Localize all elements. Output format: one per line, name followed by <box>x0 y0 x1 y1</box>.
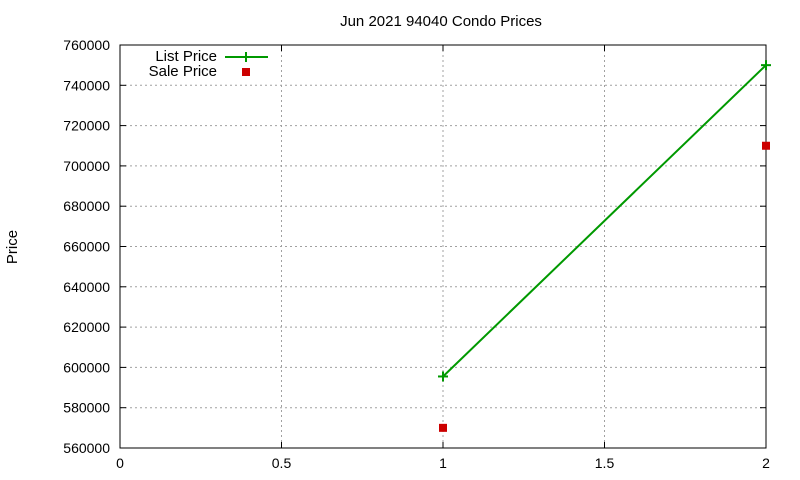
x-tick-label: 1.5 <box>595 455 615 471</box>
y-tick-label: 740000 <box>63 77 110 93</box>
x-tick-label: 0.5 <box>272 455 292 471</box>
y-tick-label: 600000 <box>63 359 110 375</box>
y-tick-label: 680000 <box>63 198 110 214</box>
y-axis-ticks: 560000 580000 600000 620000 640000 660000 6800… <box>63 37 766 456</box>
series-layer <box>438 60 771 432</box>
grid-layer <box>120 45 766 448</box>
x-tick-label: 0 <box>116 455 124 471</box>
series-line-list-price <box>442 64 767 378</box>
legend: List Price Sale Price <box>149 48 268 80</box>
chart-title: Jun 2021 94040 Condo Prices <box>340 13 542 30</box>
legend-label-list-price: List Price <box>155 48 217 65</box>
y-tick-label: 620000 <box>63 319 110 335</box>
y-tick-label: 720000 <box>63 118 110 134</box>
y-tick-label: 580000 <box>63 400 110 416</box>
data-point-list-price <box>438 371 448 382</box>
legend-marker-list-price <box>241 52 251 62</box>
data-point-list-price <box>761 60 771 71</box>
y-tick-label: 700000 <box>63 158 110 174</box>
y-tick-label: 660000 <box>63 239 110 255</box>
x-tick-label: 2 <box>762 455 770 471</box>
y-tick-label: 560000 <box>63 440 110 456</box>
data-point-sale-price <box>762 141 770 150</box>
y-axis-label: Price <box>4 230 21 264</box>
y-tick-label: 760000 <box>63 37 110 53</box>
y-tick-label: 640000 <box>63 279 110 295</box>
data-point-sale-price <box>439 423 447 432</box>
x-tick-label: 1 <box>439 455 447 471</box>
x-axis-ticks: 0 0.5 1 1.5 2 <box>116 45 770 471</box>
legend-marker-sale-price <box>242 68 250 76</box>
legend-label-sale-price: Sale Price <box>149 63 217 80</box>
